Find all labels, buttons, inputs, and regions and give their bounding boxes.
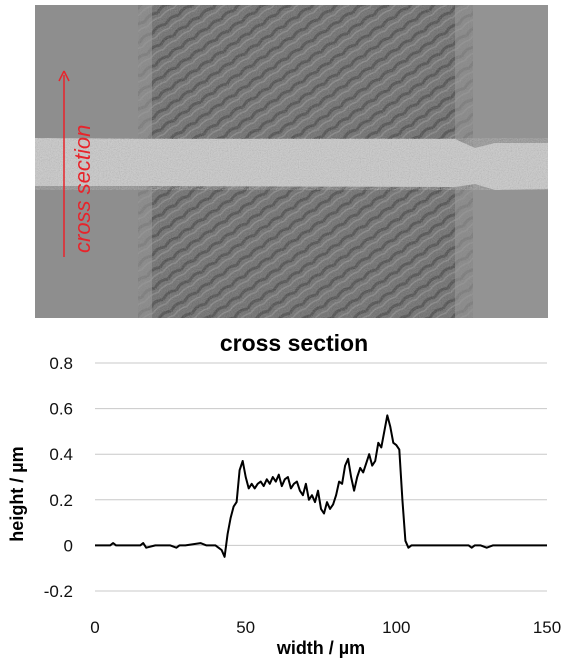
micrograph-image: cross section <box>35 5 548 318</box>
cross-section-arrow-head <box>58 70 70 82</box>
x-tick-label: 50 <box>236 618 255 637</box>
x-axis-label: width / µm <box>276 638 365 658</box>
grid <box>95 362 547 592</box>
y-tick-label: -0.2 <box>44 582 73 601</box>
y-tick-label: 0.4 <box>49 445 73 464</box>
x-tick-label: 0 <box>90 618 99 637</box>
micrograph-band-grain <box>35 138 548 190</box>
x-tick-label: 100 <box>382 618 410 637</box>
chart: cross section -0.2 0 0.2 0.4 0.6 0.8 0 50 100 15… <box>7 330 561 658</box>
y-tick-label: 0.2 <box>49 491 73 510</box>
chart-title: cross section <box>220 330 368 356</box>
y-tick-label: 0 <box>64 536 73 555</box>
series-line <box>95 414 547 558</box>
cross-section-annotation: cross section <box>70 125 95 253</box>
y-tick-labels: -0.2 0 0.2 0.4 0.6 0.8 <box>44 354 73 601</box>
y-tick-label: 0.6 <box>49 400 73 419</box>
y-tick-label: 0.8 <box>49 354 73 373</box>
x-tick-labels: 0 50 100 150 <box>90 618 561 637</box>
y-axis-label: height / µm <box>7 446 27 541</box>
x-tick-label: 150 <box>533 618 561 637</box>
